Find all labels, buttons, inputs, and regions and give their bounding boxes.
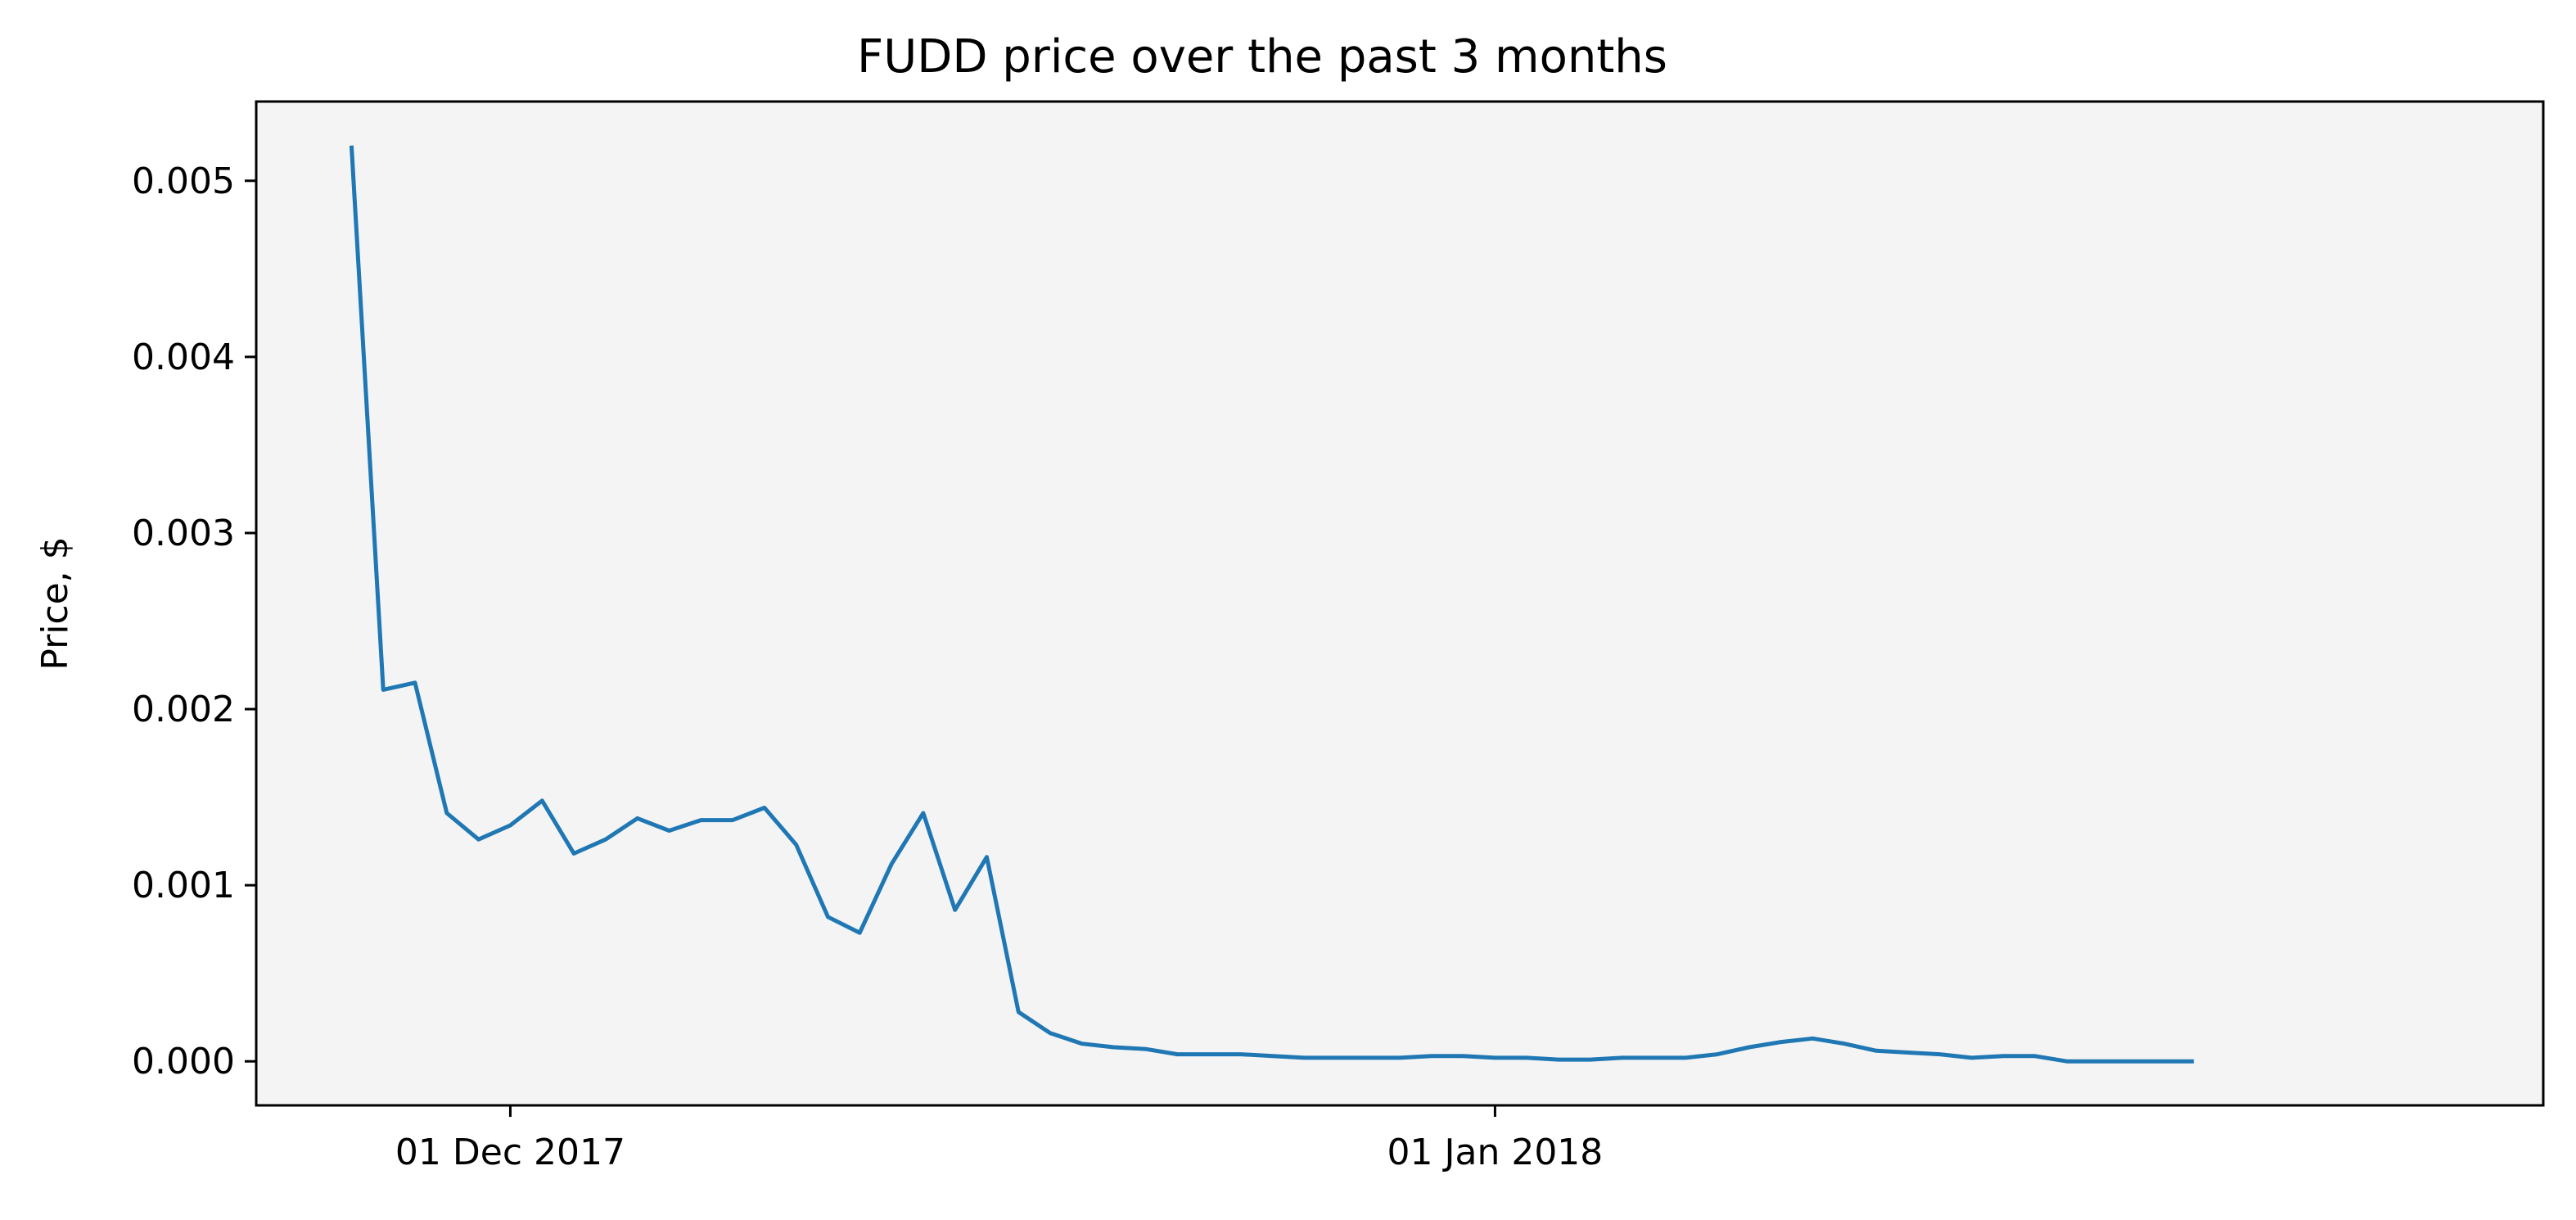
y-tick-label: 0.005 (132, 160, 235, 202)
plot-area (256, 102, 2543, 1105)
price-line (349, 145, 2195, 1064)
y-tick-label: 0.003 (132, 513, 235, 554)
x-tick-label: 01 Dec 2017 (395, 1132, 625, 1173)
plot-frame (255, 100, 2545, 1107)
x-tick-label: 01 Jan 2018 (1387, 1132, 1604, 1173)
y-tick-label: 0.004 (132, 337, 235, 378)
y-tick-label: 0.001 (132, 865, 235, 906)
y-tick-label: 0.002 (132, 689, 235, 730)
chart-title: FUDD price over the past 3 months (857, 30, 1667, 84)
x-axis: 01 Dec 2017 01 Jan 2018 (395, 1105, 1603, 1173)
y-tick-label: 0.000 (132, 1041, 235, 1082)
y-axis-label: Price, $ (34, 536, 76, 670)
y-axis: 0.000 0.001 0.002 0.003 0.004 0.005 (132, 160, 256, 1082)
